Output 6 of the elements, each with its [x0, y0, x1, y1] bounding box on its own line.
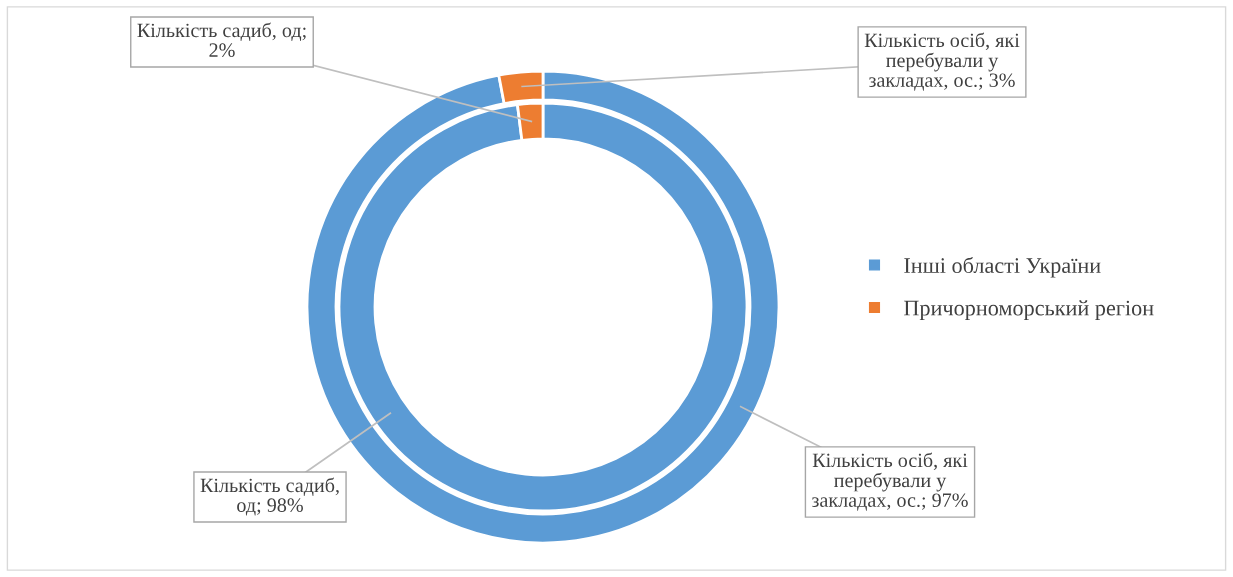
- legend-label: Інші області України: [904, 256, 1101, 278]
- data-label: Кількість осіб, які перебували у закладах, ос.; 97%: [812, 452, 968, 511]
- data-label: Кількість осіб, які перебували у закладах, ос.; 3%: [864, 32, 1020, 91]
- legend-label: Причорноморський регіон: [904, 300, 1154, 321]
- data-label: Кількість садиб, од; 98%: [200, 477, 339, 516]
- data-label: Кількість садиб, од; 2%: [137, 22, 306, 57]
